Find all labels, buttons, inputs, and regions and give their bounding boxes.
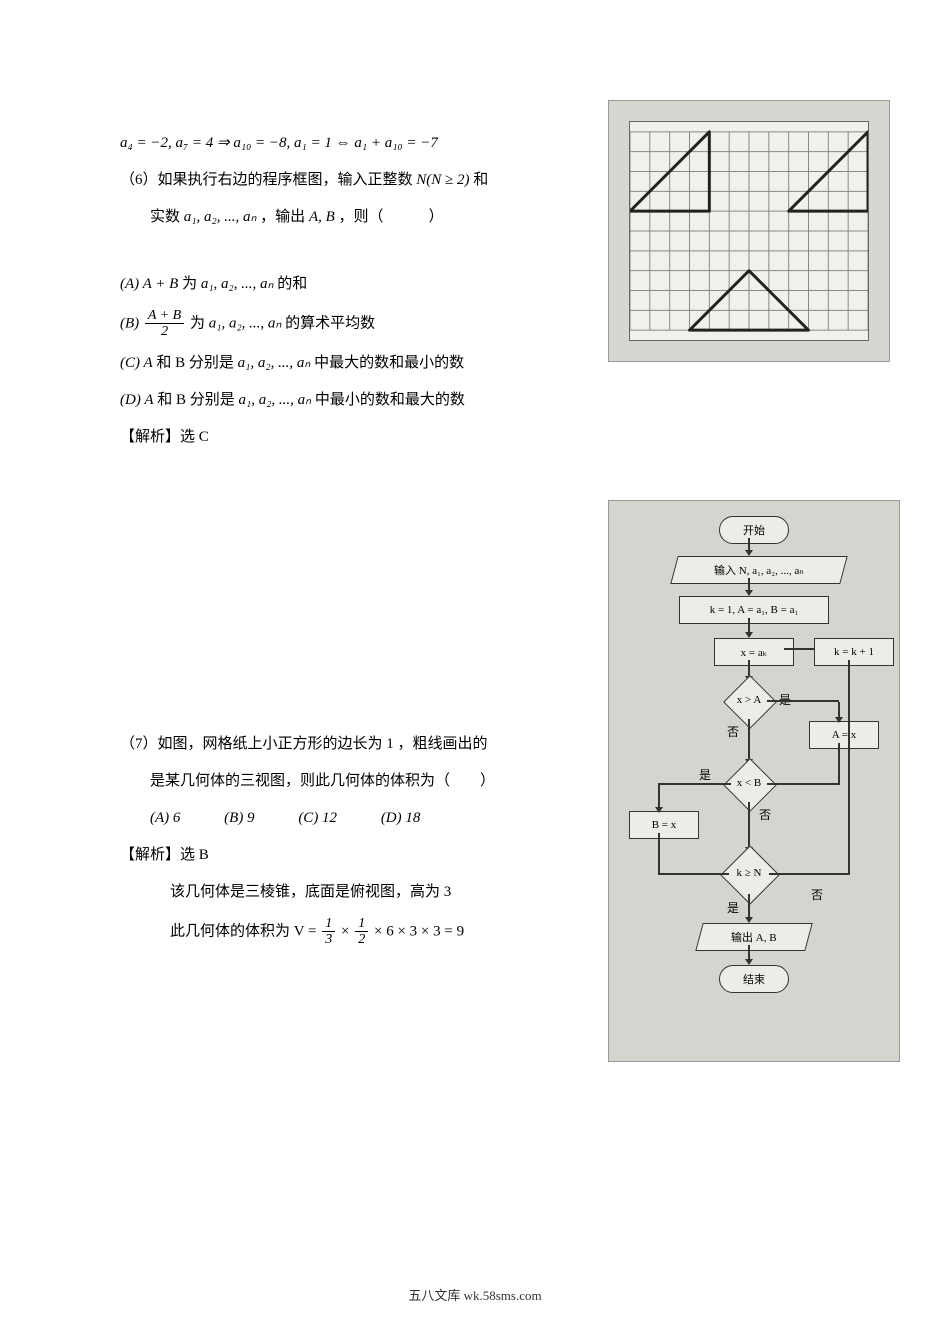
three-view-inner xyxy=(629,121,869,341)
q7-f2d: 2 xyxy=(355,932,368,947)
q6-stem-prefix: （6）如果执行右边的程序框图，输入正整数 xyxy=(120,172,416,188)
optD-seq: a₁, a₂, ..., aₙ xyxy=(239,392,312,408)
optC-body: 和 B 分别是 xyxy=(156,355,237,371)
q7-expl2-prefix: 此几何体的体积为 V = xyxy=(170,923,320,939)
q6-optD: (D) A 和 B 分别是 a₁, a₂, ..., aₙ 中最小的数和最大的数 xyxy=(120,387,550,414)
fc-output: 输出 A, B xyxy=(695,923,813,951)
q7-stem-l2: 是某几何体的三视图，则此几何体的体积为（ ） xyxy=(120,768,550,795)
q7-optA: (A) 6 xyxy=(150,810,180,826)
q5-text: a₄ = −2, a₇ = 4 ⇒ a₁₀ = −8, a₁ = 1 ⇔ a₁ … xyxy=(120,135,438,151)
page: a₄ = −2, a₇ = 4 ⇒ a₁₀ = −8, a₁ = 1 ⇔ a₁ … xyxy=(0,0,950,1344)
optC-A: A xyxy=(143,355,152,371)
q7-f2n: 1 xyxy=(355,916,368,932)
q6-N: N(N ≥ 2) xyxy=(416,172,469,188)
q7-optB: (B) 9 xyxy=(224,810,254,826)
optD-label: (D) xyxy=(120,392,144,408)
fc-end: 结束 xyxy=(719,965,789,993)
optA-tail: 的和 xyxy=(277,276,307,292)
fc-assign-x-text: x = aₖ xyxy=(741,646,768,659)
q7-f1n: 1 xyxy=(322,916,335,932)
q7-expl1: 该几何体是三棱锥，底面是俯视图，高为 3 xyxy=(120,879,550,906)
optD-body: 和 B 分别是 xyxy=(157,392,238,408)
optB-seq: a₁, a₂, ..., aₙ xyxy=(209,315,282,331)
q7-f1d: 3 xyxy=(322,932,335,947)
grid-svg xyxy=(630,122,868,340)
q6-optC: (C) A 和 B 分别是 a₁, a₂, ..., aₙ 中最大的数和最小的数 xyxy=(120,350,550,377)
fc-yes-2: 是 xyxy=(699,766,711,783)
optA-label: (A) xyxy=(120,276,143,292)
fc-inc-k: k = k + 1 xyxy=(814,638,894,666)
optB-mid: 为 xyxy=(190,315,209,331)
left-column: a₄ = −2, a₇ = 4 ⇒ a₁₀ = −8, a₁ = 1 ⇔ a₁ … xyxy=(120,120,550,958)
fc-no-3: 否 xyxy=(811,886,823,903)
optC-label: (C) xyxy=(120,355,143,371)
q7-expl2: 此几何体的体积为 V = 1 3 × 1 2 × 6 × 3 × 3 = 9 xyxy=(120,916,550,948)
q7-optD: (D) 18 xyxy=(381,810,421,826)
q6-optB: (B) A + B 2 为 a₁, a₂, ..., aₙ 的算术平均数 xyxy=(120,308,550,340)
optA-lhs: A + B xyxy=(143,276,179,292)
fc-no-2: 否 xyxy=(759,806,771,823)
q6-l2-c: ，则（ ） xyxy=(339,209,444,225)
fc-cond-xA xyxy=(723,675,777,729)
footer: 五八文库 wk.58sms.com xyxy=(0,1285,950,1304)
optA-seq: a₁, a₂, ..., aₙ xyxy=(201,276,274,292)
fc-yes-3: 是 xyxy=(727,899,739,916)
fc-init-text: k = 1, A = a₁, B = a₁ xyxy=(710,604,799,616)
optC-seq: a₁, a₂, ..., aₙ xyxy=(238,355,311,371)
q6-l2-b: ，输出 xyxy=(260,209,309,225)
optC-tail: 中最大的数和最小的数 xyxy=(314,355,464,371)
optB-den: 2 xyxy=(145,324,184,339)
fc-assign-B: B = x xyxy=(629,811,699,839)
q7-mul1: × xyxy=(341,923,349,939)
fc-assign-A: A = x xyxy=(809,721,879,749)
q6-stem-line1: （6）如果执行右边的程序框图，输入正整数 N(N ≥ 2) 和 xyxy=(120,167,550,194)
optD-tail: 中最小的数和最大的数 xyxy=(315,392,465,408)
optA-mid: 为 xyxy=(182,276,201,292)
q6-AB: A, B xyxy=(309,209,335,225)
optD-A: A xyxy=(144,392,153,408)
fc-start: 开始 xyxy=(719,516,789,544)
optB-num: A + B xyxy=(145,308,184,324)
fc-output-text: 输出 A, B xyxy=(731,929,777,945)
q7-f1: 1 3 xyxy=(322,916,335,948)
fc-end-text: 结束 xyxy=(743,971,765,987)
optB-tail: 的算术平均数 xyxy=(285,315,375,331)
three-view-figure xyxy=(608,100,890,362)
fc-cond-kN xyxy=(720,845,779,904)
q6-answer: 【解析】选 C xyxy=(120,424,550,451)
q5-equation: a₄ = −2, a₇ = 4 ⇒ a₁₀ = −8, a₁ = 1 ⇔ a₁ … xyxy=(120,130,550,157)
q7-answer: 【解析】选 B xyxy=(120,842,550,869)
q6-seq-1: a₁, a₂, ..., aₙ xyxy=(184,209,257,225)
q7-expl2-suffix: × 6 × 3 × 3 = 9 xyxy=(374,923,464,939)
fc-cond-xB xyxy=(723,758,777,812)
flowchart: 开始 输入 N, a₁, a₂, ..., aₙ k = 1, A = a₁, … xyxy=(608,500,900,1062)
q6-answer-text: 【解析】选 C xyxy=(120,429,209,445)
q7-optC: (C) 12 xyxy=(298,810,337,826)
q7-options: (A) 6 (B) 9 (C) 12 (D) 18 xyxy=(120,805,550,832)
fc-assign-A-text: A = x xyxy=(832,729,857,741)
q6-stem-line2: 实数 a₁, a₂, ..., aₙ ，输出 A, B ，则（ ） xyxy=(120,204,550,231)
fc-init: k = 1, A = a₁, B = a₁ xyxy=(679,596,829,624)
q7-f2: 1 2 xyxy=(355,916,368,948)
fc-inc-k-text: k = k + 1 xyxy=(834,646,874,658)
fc-assign-x: x = aₖ xyxy=(714,638,794,666)
q6-optA: (A) A + B 为 a₁, a₂, ..., aₙ 的和 xyxy=(120,271,550,298)
q6-stem-suffix: 和 xyxy=(473,172,488,188)
fc-start-text: 开始 xyxy=(743,522,765,538)
fc-no-1: 否 xyxy=(727,723,739,740)
optB-label: (B) xyxy=(120,315,143,331)
fc-assign-B-text: B = x xyxy=(652,819,677,831)
fc-input: 输入 N, a₁, a₂, ..., aₙ xyxy=(670,556,848,584)
optB-frac: A + B 2 xyxy=(145,308,184,340)
q6-l2-a: 实数 xyxy=(150,209,184,225)
q7-stem-l1: （7）如图，网格纸上小正方形的边长为 1 ，粗线画出的 xyxy=(120,731,550,758)
fc-input-text: 输入 N, a₁, a₂, ..., aₙ xyxy=(714,562,804,578)
